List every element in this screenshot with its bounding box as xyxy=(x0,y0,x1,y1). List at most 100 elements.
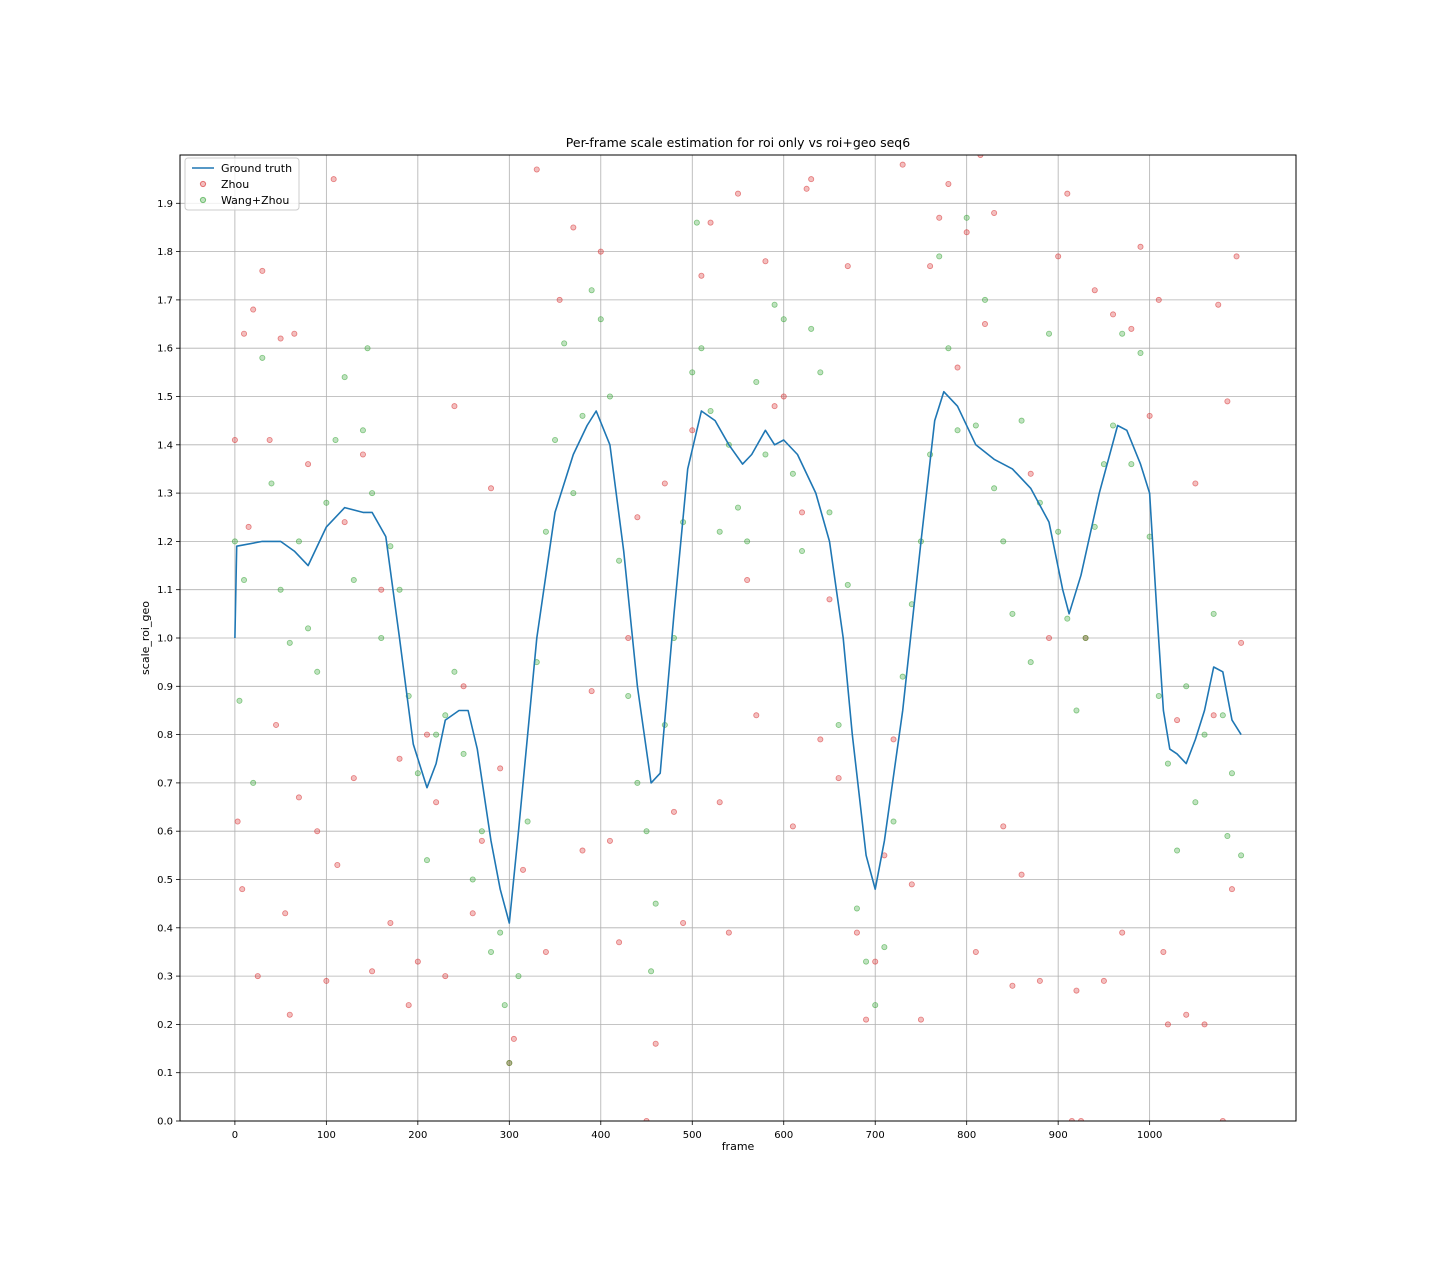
zhou-point xyxy=(597,248,604,255)
zhou-point xyxy=(588,688,595,695)
wang-zhou-point xyxy=(295,538,302,545)
wang-zhou-point xyxy=(771,301,778,308)
zhou-point xyxy=(625,635,632,642)
zhou-point xyxy=(1215,301,1222,308)
wang-zhou-point xyxy=(305,625,312,632)
zhou-point xyxy=(1110,311,1117,318)
x-tick-label: 700 xyxy=(866,1130,885,1141)
y-tick-label: 1.5 xyxy=(157,392,173,403)
y-axis-label: scale_roi_geo xyxy=(139,601,152,675)
wang-zhou-point xyxy=(497,929,504,936)
wang-zhou-point xyxy=(561,340,568,347)
zhou-point xyxy=(1219,1118,1226,1121)
wang-zhou-point xyxy=(314,668,321,675)
wang-zhou-point xyxy=(579,412,586,419)
zhou-point xyxy=(670,808,677,815)
wang-zhou-point xyxy=(945,345,952,352)
wang-zhou-point xyxy=(506,1060,513,1067)
zhou-point xyxy=(277,335,284,342)
wang-zhou-point xyxy=(872,1002,879,1009)
zhou-point xyxy=(579,847,586,854)
wang-zhou-point xyxy=(689,369,696,376)
zhou-point xyxy=(1233,253,1240,260)
zhou-point xyxy=(936,214,943,221)
zhou-point xyxy=(451,403,458,410)
wang-zhou-point xyxy=(744,538,751,545)
legend-zhou-swatch xyxy=(199,180,207,188)
grid-lines xyxy=(180,155,1296,1122)
wang-zhou-point xyxy=(442,712,449,719)
wang-zhou-point xyxy=(890,818,897,825)
zhou-point xyxy=(273,721,280,728)
zhou-point xyxy=(405,1002,412,1009)
zhou-point xyxy=(478,837,485,844)
wang-zhou-point xyxy=(881,944,888,951)
zhou-point xyxy=(917,1016,924,1023)
wang-zhou-point xyxy=(231,538,238,545)
zhou-point xyxy=(808,176,815,183)
wang-zhou-point xyxy=(1137,350,1144,357)
zhou-point xyxy=(334,862,341,869)
wang-zhou-point xyxy=(735,504,742,511)
zhou-point xyxy=(556,296,563,303)
zhou-point xyxy=(954,364,961,371)
y-tick-label: 0.8 xyxy=(157,730,173,741)
wang-zhou-point xyxy=(369,490,376,497)
ground-truth-line xyxy=(234,390,1242,924)
wang-zhou-point xyxy=(1082,635,1089,642)
wang-zhou-point xyxy=(268,480,275,487)
y-tick-label: 1.2 xyxy=(157,537,173,548)
zhou-point xyxy=(570,224,577,231)
zhou-point xyxy=(1228,886,1235,893)
wang-zhou-point xyxy=(863,958,870,965)
wang-zhou-point xyxy=(762,451,769,458)
wang-zhou-point xyxy=(364,345,371,352)
wang-zhou-point xyxy=(625,692,632,699)
zhou-point xyxy=(872,958,879,965)
wang-zhou-point xyxy=(707,407,714,414)
zhou-point xyxy=(890,736,897,743)
zhou-point xyxy=(330,176,337,183)
legend-ground-truth-label: Ground truth xyxy=(221,162,292,175)
zhou-point xyxy=(245,523,252,530)
x-tick-label: 400 xyxy=(591,1130,610,1141)
wang-zhou-point xyxy=(693,219,700,226)
zhou-point xyxy=(863,1016,870,1023)
zhou-point xyxy=(1146,412,1153,419)
wang-zhou-point xyxy=(414,770,421,777)
x-tick-label: 900 xyxy=(1049,1130,1068,1141)
zhou-point xyxy=(853,929,860,936)
wang-zhou-point xyxy=(1055,528,1062,535)
zhou-point xyxy=(295,794,302,801)
wang-zhou-point xyxy=(1128,461,1135,468)
zhou-point xyxy=(908,881,915,888)
wang-zhou-point xyxy=(241,577,248,584)
wang-zhou-point xyxy=(716,528,723,535)
zhou-point xyxy=(323,977,330,984)
wang-zhou-point xyxy=(1174,847,1181,854)
zhou-point xyxy=(634,514,641,521)
zhou-point xyxy=(1009,982,1016,989)
wang-zhou-point xyxy=(378,635,385,642)
wang-zhou-point xyxy=(433,731,440,738)
wang-zhou-point xyxy=(1192,799,1199,806)
wang-zhou-point xyxy=(1009,610,1016,617)
zhou-point xyxy=(643,1118,650,1121)
wang-zhou-point xyxy=(954,427,961,434)
zhou-point xyxy=(359,451,366,458)
x-tick-label: 0 xyxy=(232,1130,238,1141)
zhou-point xyxy=(1046,635,1053,642)
zhou-point xyxy=(735,190,742,197)
wang-zhou-point xyxy=(1100,461,1107,468)
zhou-point xyxy=(799,509,806,516)
zhou-point xyxy=(707,219,714,226)
wang-zhou-point xyxy=(808,325,815,332)
zhou-point xyxy=(835,775,842,782)
wang-zhou-point xyxy=(936,253,943,260)
zhou-point xyxy=(1068,1118,1075,1121)
zhou-point xyxy=(1091,287,1098,294)
wang-zhou-point xyxy=(826,509,833,516)
zhou-point xyxy=(780,393,787,400)
